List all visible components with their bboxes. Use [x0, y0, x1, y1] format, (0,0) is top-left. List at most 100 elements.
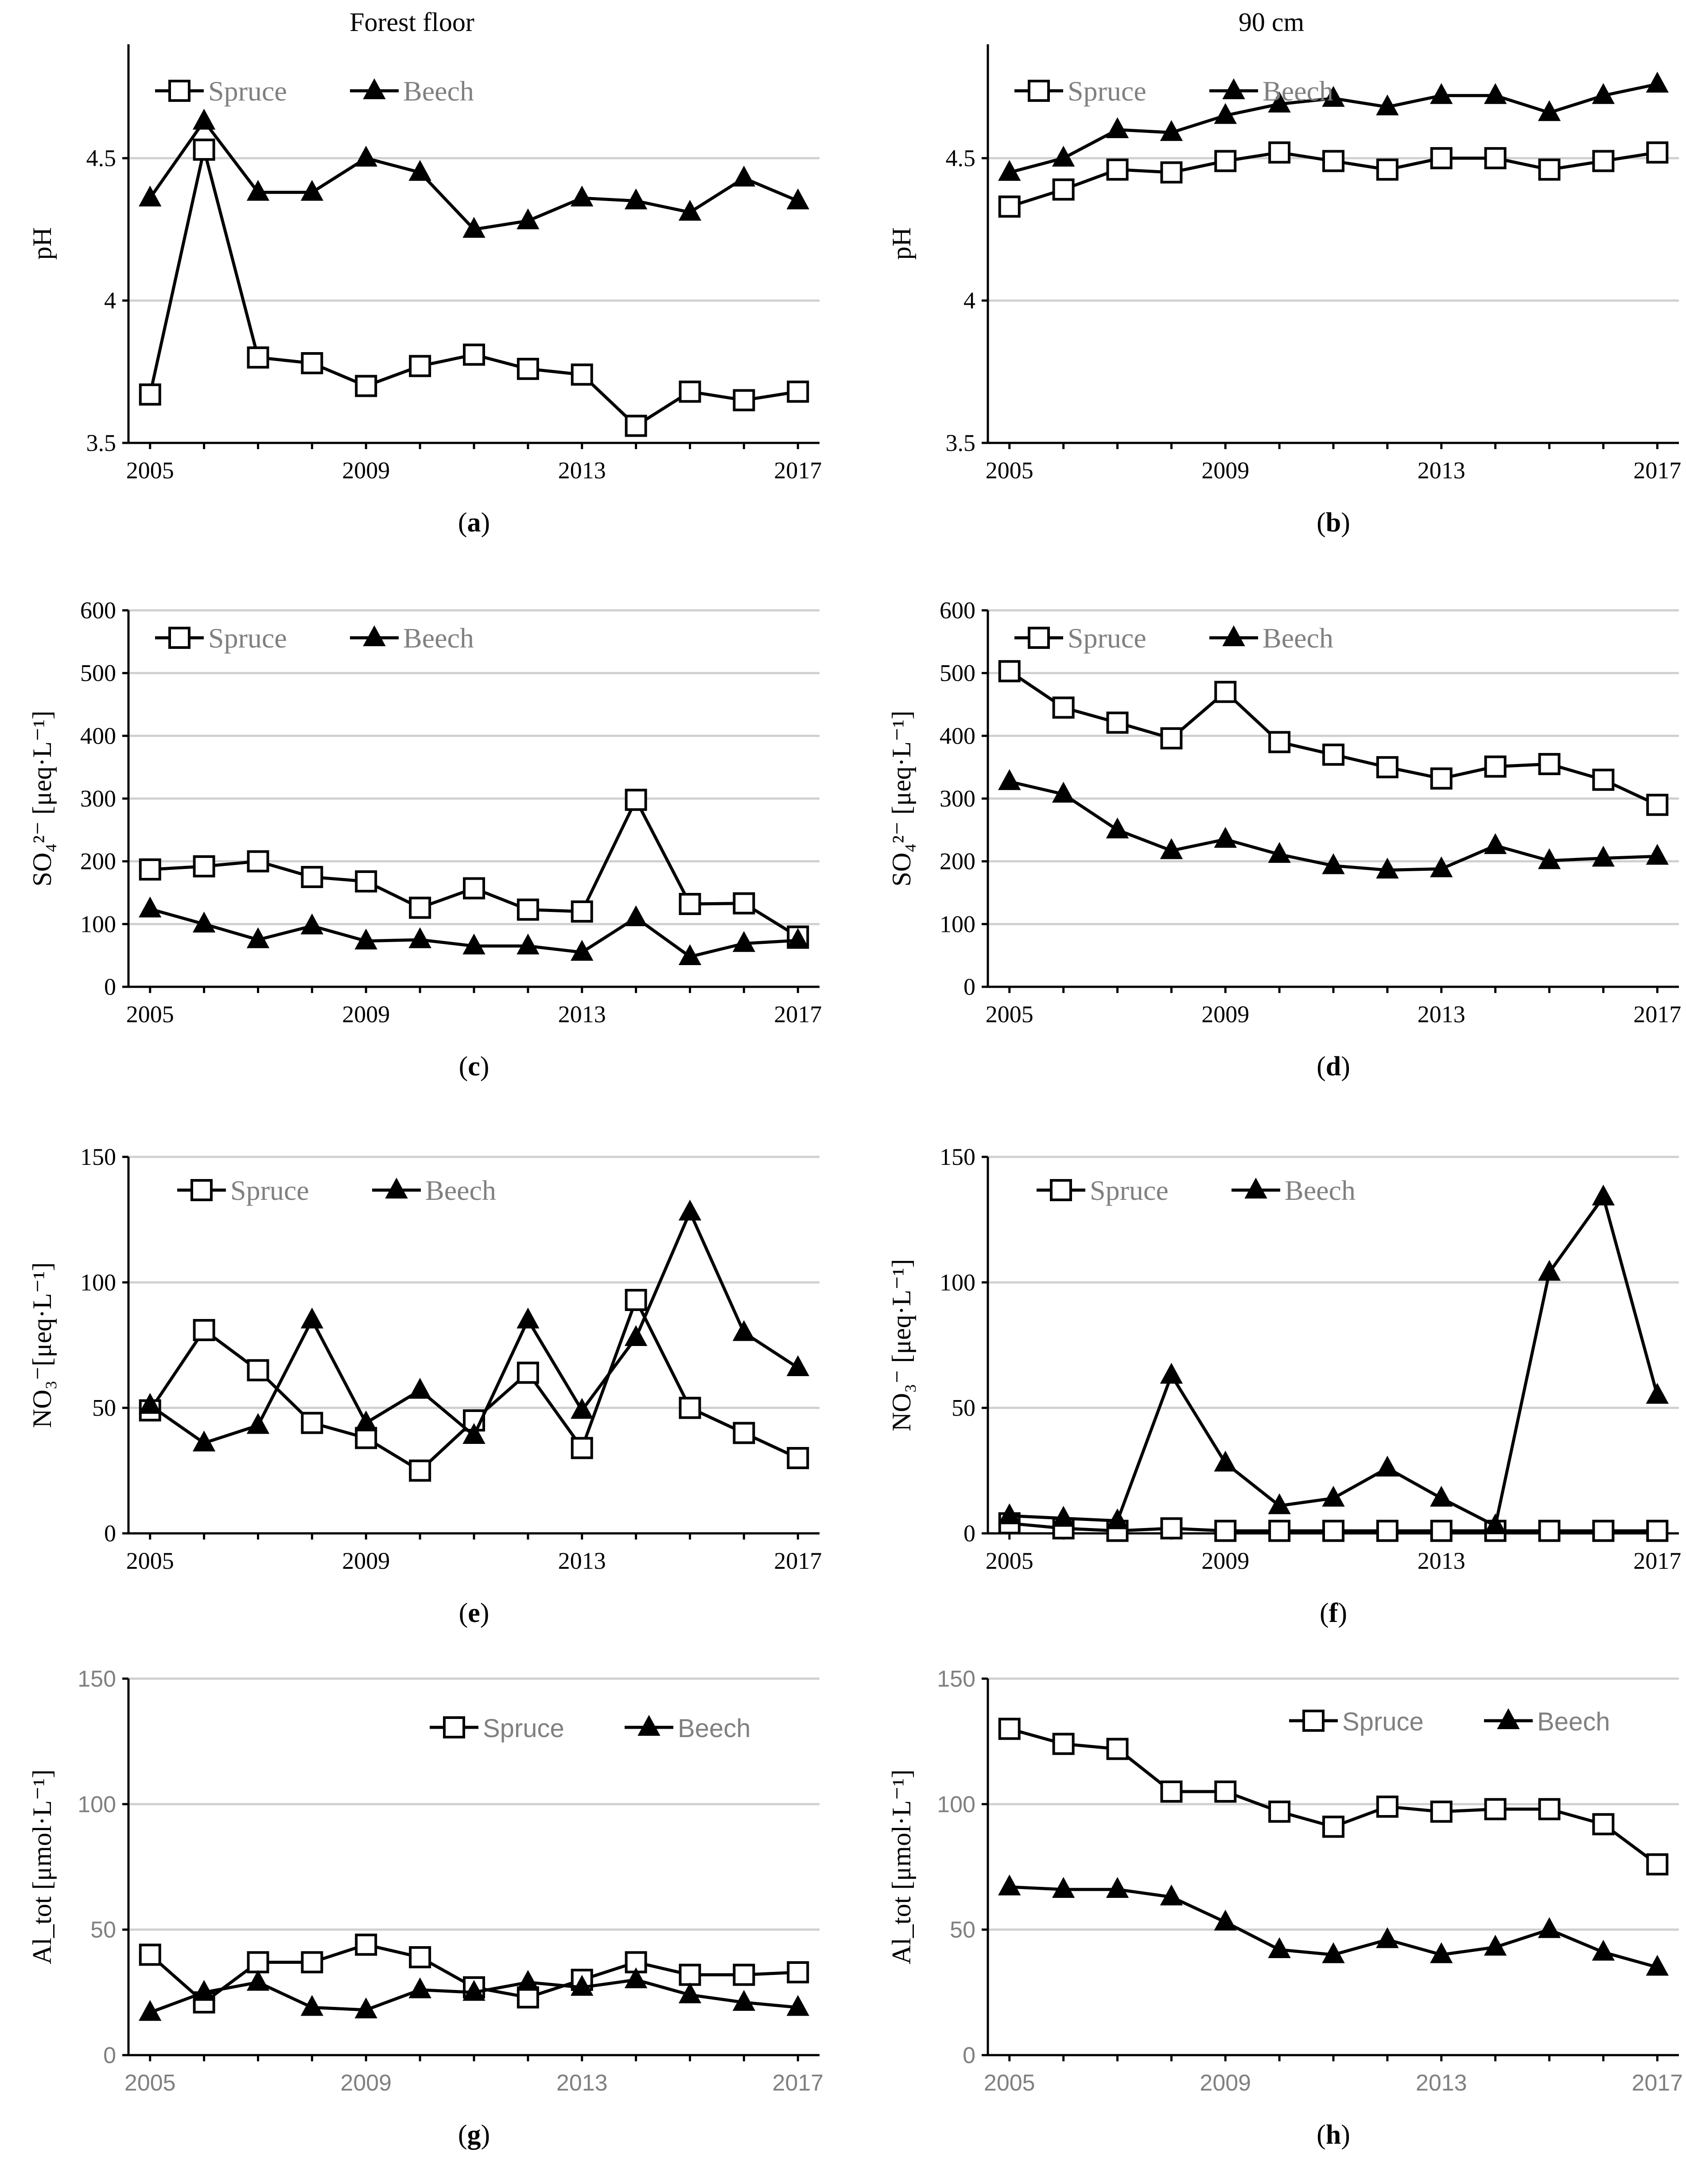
- legend-marker-beech: [637, 1715, 660, 1736]
- data-point-beech: [732, 1990, 756, 2011]
- legend-label-beech: Beech: [425, 1175, 496, 1206]
- data-point-spruce: [1430, 1520, 1453, 1542]
- x-tick-label: 2009: [1201, 457, 1249, 484]
- caption-letter: a: [467, 508, 481, 538]
- data-point-beech: [246, 180, 270, 201]
- data-point-beech: [1376, 857, 1399, 879]
- x-tick-label: 2013: [558, 1548, 606, 1574]
- data-point-beech: [517, 933, 540, 954]
- y-tick-label: 0: [963, 1520, 975, 1547]
- x-tick-label: 2009: [342, 1001, 390, 1028]
- data-point-beech: [571, 939, 594, 961]
- data-point-beech: [786, 1355, 809, 1376]
- data-point-beech: [1322, 86, 1345, 107]
- data-point-spruce: [571, 900, 593, 923]
- data-point-beech: [786, 188, 809, 209]
- legend-marker-beech: [1497, 1708, 1520, 1729]
- data-point-spruce: [998, 660, 1021, 683]
- data-point-beech: [1052, 146, 1075, 167]
- caption-letter: c: [468, 1051, 480, 1082]
- y-tick-label: 400: [80, 722, 116, 749]
- data-point-beech: [1592, 1184, 1615, 1206]
- y-tick-label: 150: [80, 1144, 116, 1170]
- panel-caption: (a): [458, 508, 490, 538]
- y-tick-label: 400: [940, 722, 975, 749]
- x-tick-label: 2017: [772, 2070, 824, 2096]
- legend-marker-spruce: [1050, 1179, 1072, 1201]
- data-point-spruce: [1484, 147, 1507, 170]
- data-point-spruce: [139, 1943, 161, 1966]
- x-tick-label: 2005: [124, 2070, 176, 2096]
- data-point-beech: [1268, 91, 1291, 112]
- y-tick-label: 0: [104, 1520, 116, 1547]
- data-point-beech: [732, 931, 756, 952]
- data-point-beech: [1160, 838, 1183, 859]
- x-tick-label: 2017: [774, 1548, 822, 1574]
- data-point-beech: [678, 944, 702, 965]
- y-tick-label: 3.5: [946, 430, 976, 456]
- legend-marker-beech: [1244, 1177, 1267, 1199]
- data-point-beech: [1160, 120, 1183, 141]
- y-tick-label: 100: [940, 1269, 975, 1296]
- legend-label-beech: Beech: [403, 622, 474, 654]
- panel-caption: (e): [459, 1598, 489, 1628]
- data-point-spruce: [1646, 1853, 1669, 1876]
- data-point-beech: [1538, 1260, 1561, 1281]
- data-point-spruce: [355, 1427, 377, 1449]
- x-tick-label: 2013: [1418, 1001, 1465, 1028]
- data-point-beech: [1160, 1884, 1183, 1905]
- y-tick-label: 150: [937, 1666, 975, 1692]
- x-tick-label: 2005: [984, 2070, 1035, 2096]
- legend: Spruce Beech: [155, 622, 474, 654]
- data-point-beech: [1322, 1942, 1345, 1963]
- y-tick-label: 0: [103, 2043, 116, 2068]
- data-point-spruce: [787, 380, 809, 403]
- data-point-beech: [517, 1970, 540, 1991]
- data-point-beech: [998, 1503, 1021, 1525]
- y-tick-label: 4: [104, 287, 116, 314]
- caption-letter: f: [1329, 1598, 1339, 1628]
- data-point-spruce: [1052, 1733, 1075, 1755]
- data-point-spruce: [1214, 1781, 1237, 1803]
- legend-label-beech: Beech: [403, 75, 474, 107]
- y-tick-label: 500: [940, 660, 975, 687]
- data-point-beech: [192, 1980, 216, 2001]
- legend-label-beech: Beech: [678, 1714, 750, 1743]
- data-point-beech: [1052, 781, 1075, 803]
- data-point-spruce: [355, 1933, 377, 1956]
- data-point-beech: [1214, 1909, 1237, 1931]
- data-point-beech: [1430, 1486, 1453, 1507]
- x-tick-label: 2009: [342, 457, 390, 484]
- y-tick-label: 100: [78, 1792, 116, 1817]
- legend-label-spruce: Spruce: [1068, 75, 1146, 107]
- x-tick-label: 2009: [1200, 2070, 1251, 2096]
- data-point-beech: [1268, 1937, 1291, 1958]
- data-point-spruce: [301, 352, 323, 374]
- data-point-beech: [1160, 1362, 1183, 1384]
- x-tick-label: 2017: [1633, 457, 1681, 484]
- data-point-spruce: [1214, 1520, 1237, 1542]
- data-point-spruce: [1538, 1520, 1561, 1542]
- panel-caption: (f): [1320, 1598, 1347, 1628]
- data-point-spruce: [139, 383, 161, 406]
- data-point-beech: [300, 1995, 324, 2016]
- data-point-spruce: [1268, 141, 1291, 164]
- data-point-spruce: [998, 1718, 1021, 1740]
- data-point-spruce: [247, 850, 269, 873]
- data-point-spruce: [571, 363, 593, 386]
- y-tick-label: 4.5: [946, 145, 976, 171]
- data-point-beech: [139, 2000, 162, 2021]
- y-tick-label: 600: [940, 597, 975, 624]
- data-point-spruce: [463, 343, 485, 366]
- data-point-beech: [354, 1410, 377, 1431]
- legend-label-beech: Beech: [1285, 1175, 1356, 1206]
- y-tick-label: 50: [92, 1395, 116, 1421]
- y-tick-label: 4: [963, 287, 975, 314]
- data-point-beech: [192, 109, 216, 130]
- data-point-spruce: [1592, 1520, 1615, 1542]
- column-title-90cm: 90 cm: [1239, 8, 1304, 37]
- data-point-spruce: [1268, 731, 1291, 753]
- data-point-beech: [1376, 1927, 1399, 1948]
- data-point-spruce: [733, 1963, 755, 1986]
- chart-panel-a: 3.5 4 4.5 2005 2009 2013 2017 pH (a) Spruce Beech: [27, 44, 822, 538]
